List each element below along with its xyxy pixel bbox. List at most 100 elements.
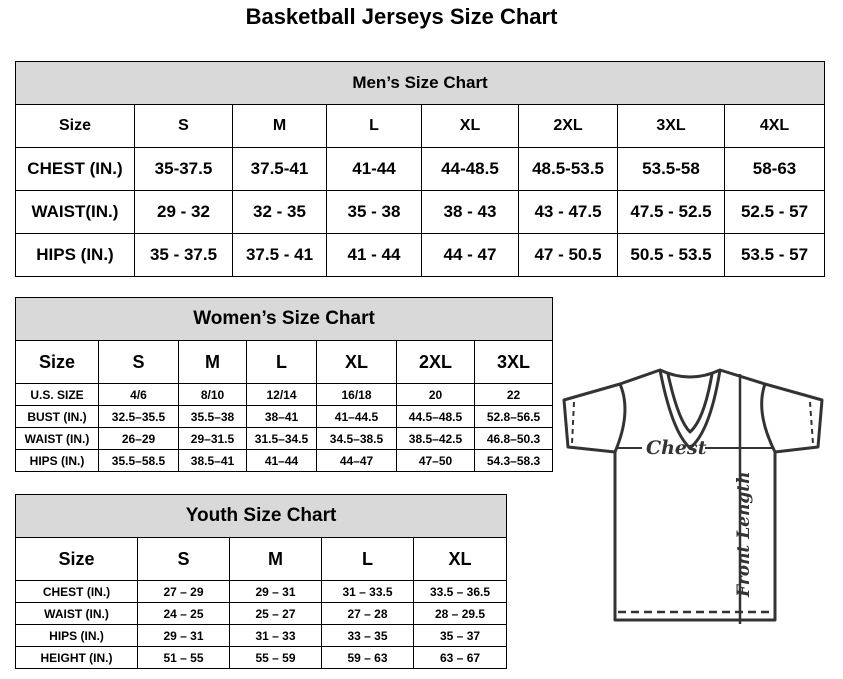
value-cell: 54.3–58.3 [473, 449, 554, 472]
value-cell: 24 – 25 [137, 602, 230, 625]
header-cell: M [232, 104, 327, 148]
row-label: CHEST (IN.) [15, 580, 138, 603]
header-cell: S [134, 104, 233, 148]
value-cell: 28 – 29.5 [412, 602, 508, 625]
value-cell: 48.5-53.5 [518, 147, 618, 191]
row-label: CHEST (IN.) [15, 147, 135, 191]
womens-size-table: Women’s Size Chart Size S M L XL 2XL 3XL U.S. SI… [14, 297, 554, 472]
table-row: U.S. SIZE 4/6 8/10 12/14 16/18 20 22 [15, 383, 554, 406]
table-row: WAIST (IN.) 24 – 25 25 – 27 27 – 28 28 – 29.… [15, 602, 508, 625]
row-label: BUST (IN.) [15, 405, 99, 428]
table-row: CHEST (IN.) 35-37.5 37.5-41 41-44 44-48.5 48.… [15, 147, 826, 191]
header-cell: XL [316, 340, 397, 384]
value-cell: 41-44 [326, 147, 422, 191]
value-cell: 52.5 - 57 [723, 190, 826, 234]
value-cell: 47 - 50.5 [518, 233, 618, 277]
table-title: Women’s Size Chart [14, 297, 554, 341]
value-cell: 34.5–38.5 [316, 427, 397, 450]
value-cell: 31.5–34.5 [246, 427, 317, 450]
value-cell: 26–29 [98, 427, 179, 450]
value-cell: 35 – 37 [412, 624, 508, 647]
value-cell: 53.5-58 [617, 147, 725, 191]
value-cell: 35 - 38 [326, 190, 422, 234]
table-row: CHEST (IN.) 27 – 29 29 – 31 31 – 33.5 33.5 –… [15, 580, 508, 603]
header-cell: 4XL [723, 104, 826, 148]
header-cell: Size [15, 537, 138, 581]
value-cell: 44 - 47 [421, 233, 519, 277]
value-cell: 38–41 [246, 405, 317, 428]
value-cell: 29 – 31 [137, 624, 230, 647]
value-cell: 27 – 28 [321, 602, 414, 625]
row-label: HIPS (IN.) [15, 233, 135, 277]
table-row: WAIST(IN.) 29 - 32 32 - 35 35 - 38 38 - 43 43… [15, 190, 826, 234]
header-cell: S [137, 537, 230, 581]
value-cell: 32 - 35 [232, 190, 327, 234]
header-cell: Size [15, 104, 135, 148]
value-cell: 43 - 47.5 [518, 190, 618, 234]
value-cell: 52.8–56.5 [473, 405, 554, 428]
value-cell: 44–47 [316, 449, 397, 472]
value-cell: 41–44 [246, 449, 317, 472]
table-title: Men’s Size Chart [14, 61, 826, 105]
value-cell: 31 – 33.5 [321, 580, 414, 603]
value-cell: 41 - 44 [326, 233, 422, 277]
value-cell: 46.8–50.3 [473, 427, 554, 450]
value-cell: 35.5–38 [178, 405, 247, 428]
value-cell: 16/18 [316, 383, 397, 406]
value-cell: 44.5–48.5 [396, 405, 475, 428]
header-cell: S [98, 340, 179, 384]
value-cell: 20 [396, 383, 475, 406]
table-row: BUST (IN.) 32.5–35.5 35.5–38 38–41 41–44.5 44… [15, 405, 554, 428]
row-label: HIPS (IN.) [15, 449, 99, 472]
value-cell: 33 – 35 [321, 624, 414, 647]
row-label: HEIGHT (IN.) [15, 646, 138, 669]
header-cell: Size [15, 340, 99, 384]
header-cell: XL [412, 537, 508, 581]
value-cell: 29 - 32 [134, 190, 233, 234]
front-length-label: Front Length [734, 472, 754, 598]
youth-size-table: Youth Size Chart Size S M L XL CHEST (IN.) 27 –… [14, 494, 508, 669]
value-cell: 51 – 55 [137, 646, 230, 669]
value-cell: 25 – 27 [229, 602, 322, 625]
value-cell: 32.5–35.5 [98, 405, 179, 428]
mens-size-table: Men’s Size Chart Size S M L XL 2XL 3XL 4XL CHEST … [14, 61, 826, 277]
value-cell: 38.5–42.5 [396, 427, 475, 450]
value-cell: 41–44.5 [316, 405, 397, 428]
value-cell: 44-48.5 [421, 147, 519, 191]
row-label: WAIST (IN.) [15, 427, 99, 450]
value-cell: 35.5–58.5 [98, 449, 179, 472]
value-cell: 29–31.5 [178, 427, 247, 450]
chest-label: Chest [646, 437, 707, 459]
value-cell: 31 – 33 [229, 624, 322, 647]
header-cell: L [321, 537, 414, 581]
value-cell: 58-63 [723, 147, 826, 191]
table-row: HIPS (IN.) 35 - 37.5 37.5 - 41 41 - 44 44 - … [15, 233, 826, 277]
header-cell: 2XL [518, 104, 618, 148]
value-cell: 37.5 - 41 [232, 233, 327, 277]
header-cell: 2XL [396, 340, 475, 384]
value-cell: 59 – 63 [321, 646, 414, 669]
table-title: Youth Size Chart [14, 494, 508, 538]
value-cell: 27 – 29 [137, 580, 230, 603]
table-row: HIPS (IN.) 35.5–58.5 38.5–41 41–44 44–47 47–5… [15, 449, 554, 472]
value-cell: 38.5–41 [178, 449, 247, 472]
header-cell: L [246, 340, 317, 384]
header-cell: M [178, 340, 247, 384]
table-row: HEIGHT (IN.) 51 – 55 55 – 59 59 – 63 63 – 67 [15, 646, 508, 669]
t-shirt-icon: Chest Front Length [562, 368, 824, 624]
value-cell: 8/10 [178, 383, 247, 406]
row-label: U.S. SIZE [15, 383, 99, 406]
value-cell: 47.5 - 52.5 [617, 190, 725, 234]
page-title: Basketball Jerseys Size Chart [245, 4, 558, 29]
header-cell: 3XL [473, 340, 554, 384]
value-cell: 47–50 [396, 449, 475, 472]
header-cell: L [326, 104, 422, 148]
value-cell: 53.5 - 57 [723, 233, 826, 277]
value-cell: 12/14 [246, 383, 317, 406]
row-label: HIPS (IN.) [15, 624, 138, 647]
value-cell: 38 - 43 [421, 190, 519, 234]
value-cell: 55 – 59 [229, 646, 322, 669]
value-cell: 22 [473, 383, 554, 406]
header-cell: M [229, 537, 322, 581]
header-cell: XL [421, 104, 519, 148]
